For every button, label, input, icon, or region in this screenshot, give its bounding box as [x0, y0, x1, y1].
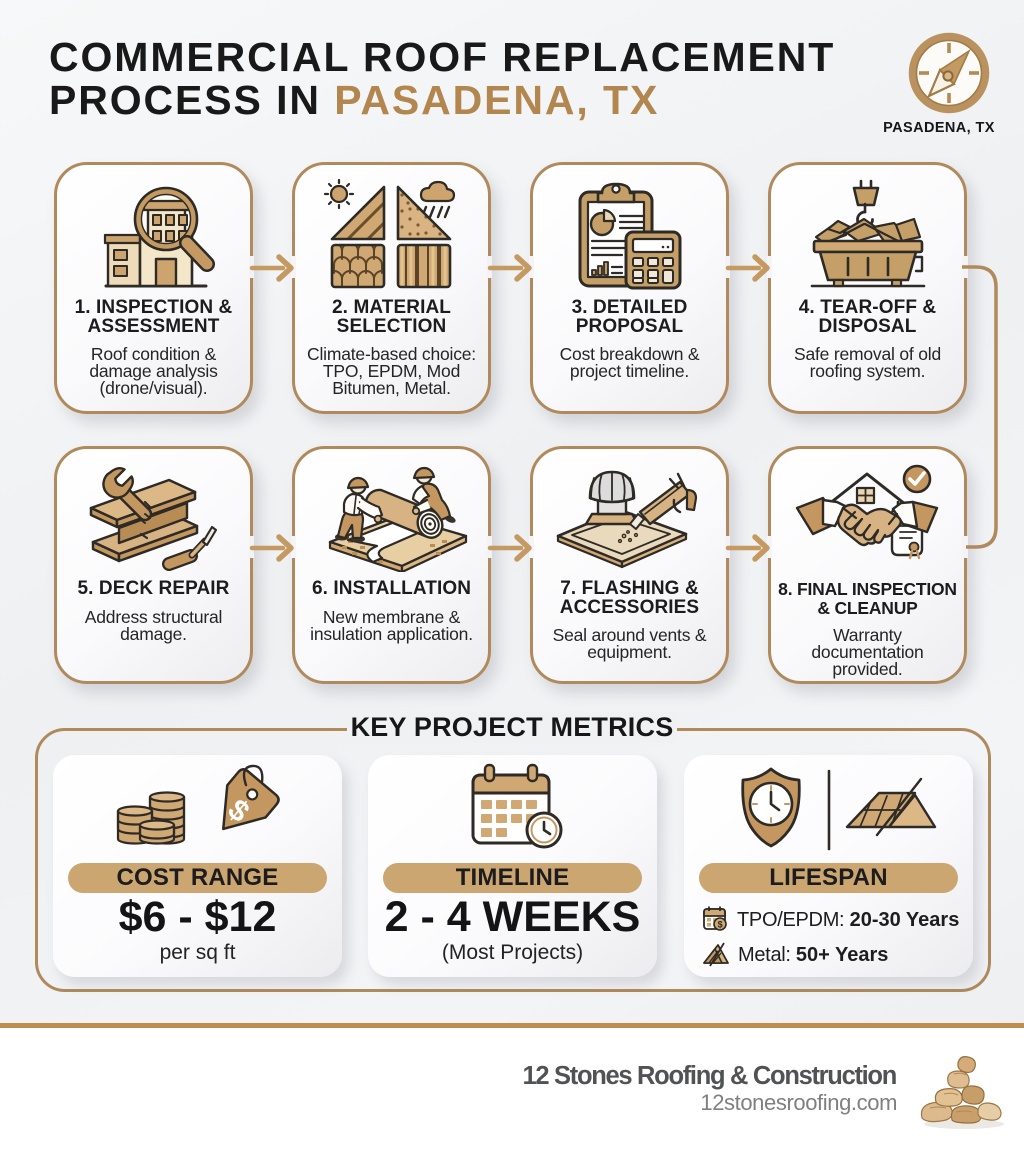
svg-text:$: $: [718, 920, 723, 930]
